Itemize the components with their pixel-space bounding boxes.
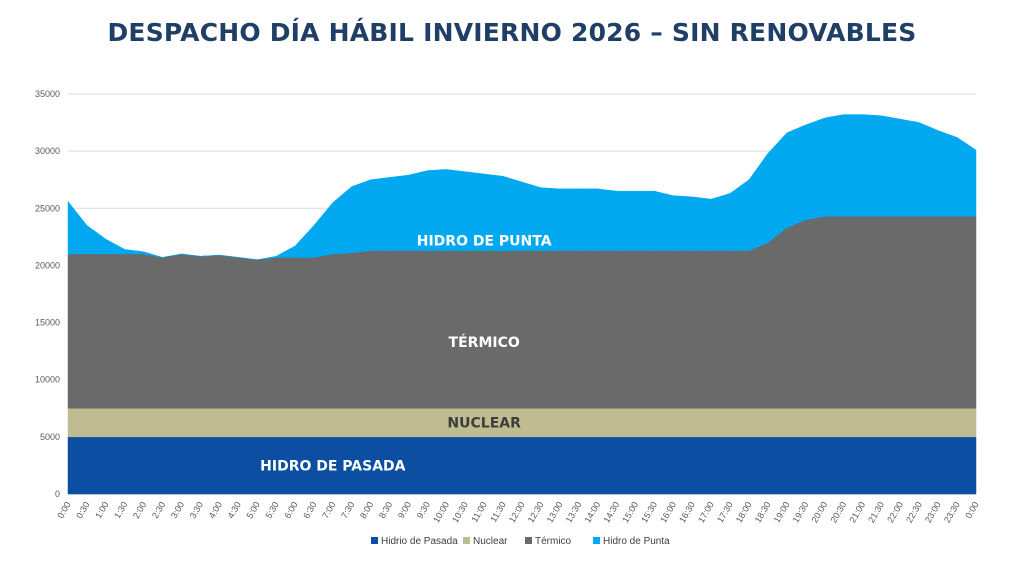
legend-label-0: Hidrio de Pasada [381,536,458,547]
x-tick-label: 6:30 [301,500,318,520]
series-area-1 [67,408,977,438]
y-tick-label: 25000 [35,203,60,213]
x-tick-label: 14:30 [601,500,621,525]
y-tick-label: 15000 [35,318,60,328]
x-tick-label: 20:00 [809,500,829,525]
x-tick-label: 9:30 [415,500,432,520]
legend-swatch-0 [371,537,378,544]
y-axis: 0 5000 10000 15000 20000 25000 30000 35000 [35,89,60,499]
x-tick-label: 0:00 [963,500,980,520]
x-tick-label: 15:30 [639,500,659,525]
y-tick-label: 5000 [40,432,60,442]
x-tick-label: 16:00 [658,500,678,525]
area-label-1: NUCLEAR [447,416,521,432]
x-tick-label: 19:30 [791,500,811,525]
x-tick-label: 4:30 [226,500,243,520]
x-tick-label: 2:30 [150,500,167,520]
x-tick-label: 19:00 [772,500,792,525]
x-tick-label: 3:00 [169,500,186,520]
x-tick-label: 3:30 [188,500,205,520]
legend-label-3: Hidro de Punta [603,536,670,547]
x-tick-label: 12:00 [507,500,527,525]
x-tick-label: 15:00 [620,500,640,525]
series-areas [67,114,977,495]
x-tick-label: 9:00 [396,500,413,520]
x-tick-label: 12:30 [526,500,546,525]
legend-swatch-3 [593,537,600,544]
x-tick-label: 14:00 [582,500,602,525]
x-tick-label: 18:00 [734,500,754,525]
x-tick-label: 16:30 [677,500,697,525]
x-tick-label: 8:00 [358,500,375,520]
x-tick-label: 1:30 [112,500,129,520]
x-tick-label: 11:30 [488,500,508,524]
x-tick-label: 21:00 [847,500,867,525]
x-tick-label: 0:00 [55,500,72,520]
x-tick-label: 5:30 [263,500,280,520]
x-tick-label: 13:00 [545,500,565,525]
x-tick-label: 1:00 [93,500,110,520]
x-tick-label: 6:00 [282,500,299,520]
legend-swatch-2 [525,537,532,544]
x-tick-label: 8:30 [377,500,394,520]
x-tick-label: 20:30 [828,500,848,525]
area-label-0: HIDRO DE PASADA [260,458,406,474]
area-labels: HIDRO DE PASADA NUCLEAR TÉRMICO HIDRO DE PU… [260,233,552,474]
x-axis: 0:00 0:30 1:00 1:30 2:00 2:30 3:00 3:30 4:00 4:30… [55,500,980,525]
x-tick-label: 0:30 [74,500,91,520]
legend: Hidrio de Pasada Nuclear Térmico Hidro de P… [371,536,670,547]
x-tick-label: 21:30 [866,500,886,525]
y-tick-label: 10000 [35,375,60,385]
x-tick-label: 7:00 [320,500,337,520]
x-tick-label: 10:00 [431,500,451,525]
legend-label-1: Nuclear [473,536,508,547]
x-tick-label: 17:00 [696,500,716,525]
area-label-2: TÉRMICO [449,334,520,351]
area-label-3: HIDRO DE PUNTA [417,233,552,249]
x-tick-label: 13:30 [564,500,584,525]
y-tick-label: 30000 [35,146,60,156]
x-tick-label: 5:00 [244,500,261,520]
x-tick-label: 22:00 [885,500,905,525]
x-tick-label: 11:00 [469,500,489,524]
x-tick-label: 2:00 [131,500,148,520]
x-tick-label: 23:00 [923,500,943,525]
x-tick-label: 7:30 [339,500,356,520]
y-tick-label: 35000 [35,89,60,99]
x-tick-label: 17:30 [715,500,735,525]
legend-swatch-1 [463,537,470,544]
x-tick-label: 4:00 [207,500,224,520]
x-tick-label: 22:30 [904,500,924,525]
y-tick-label: 20000 [35,260,60,270]
x-tick-label: 10:30 [450,500,470,525]
series-area-0 [67,436,977,495]
x-tick-label: 18:30 [753,500,773,525]
y-tick-label: 0 [55,489,60,499]
series-area-3 [67,114,977,260]
legend-label-2: Térmico [535,536,572,547]
chart-title: DESPACHO DÍA HÁBIL INVIERNO 2026 – SIN R… [107,18,917,47]
x-tick-label: 23:30 [942,500,962,525]
